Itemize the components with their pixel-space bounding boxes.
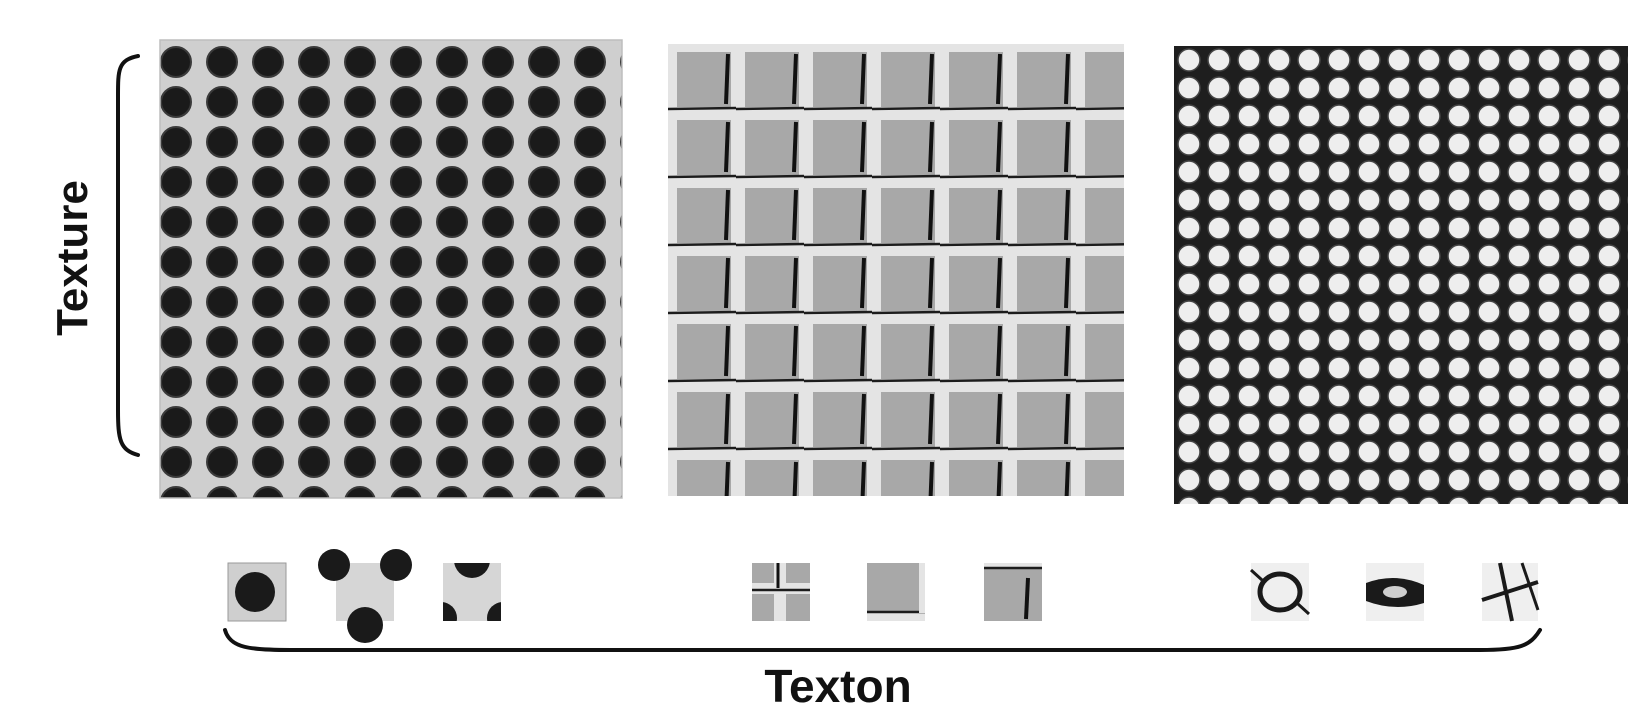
texture-brace <box>116 54 140 457</box>
texton-label: Texton <box>764 660 911 712</box>
brick-tile-icon <box>668 44 1124 496</box>
single-dot-icon <box>227 562 287 622</box>
dot-pair-icon <box>443 563 501 621</box>
dot-gap-icon <box>318 549 412 643</box>
texton-patches <box>227 549 1540 643</box>
cell-mesh-icon <box>1174 46 1628 504</box>
cell-band-icon <box>1366 563 1424 621</box>
tile-corner-icon <box>867 563 925 621</box>
texture-label: Texture <box>48 180 97 336</box>
dot-grid-icon <box>159 39 623 499</box>
texture-images <box>159 39 1628 504</box>
cell-node-icon <box>1481 562 1540 622</box>
tile-junction-icon <box>752 563 810 621</box>
tile-edge-icon <box>984 563 1042 621</box>
cell-ring-icon <box>1249 563 1311 621</box>
texton-brace <box>223 628 1542 652</box>
